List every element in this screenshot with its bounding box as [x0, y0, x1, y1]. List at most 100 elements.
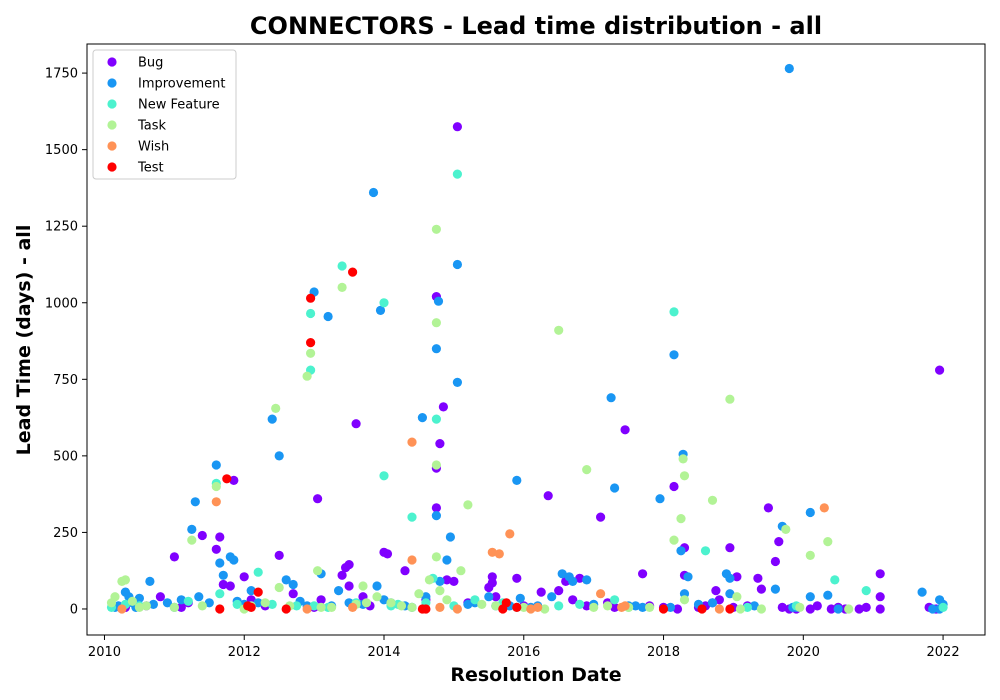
- legend-label: Improvement: [138, 77, 225, 92]
- chart-title: CONNECTORS - Lead time distribution - al…: [250, 12, 822, 40]
- point-new-feature: [267, 599, 277, 610]
- point-improvement: [638, 602, 648, 613]
- point-improvement: [323, 311, 333, 322]
- point-bug: [669, 481, 679, 492]
- point-improvement: [375, 305, 386, 315]
- point-improvement: [281, 575, 291, 585]
- point-improvement: [288, 579, 298, 590]
- point-improvement: [148, 599, 158, 610]
- point-bug: [875, 592, 885, 602]
- point-bug: [431, 503, 441, 513]
- points-layer: [106, 63, 948, 614]
- point-task: [645, 602, 655, 613]
- point-new-feature: [253, 567, 263, 577]
- point-bug: [225, 581, 235, 591]
- point-task: [306, 348, 316, 358]
- point-improvement: [725, 573, 735, 583]
- point-test: [658, 604, 669, 614]
- point-bug: [575, 573, 585, 583]
- point-task: [424, 575, 434, 585]
- point-task: [456, 566, 466, 576]
- legend: Bug Improvement New Feature Task Wish Test: [92, 49, 237, 180]
- point-test: [306, 293, 316, 303]
- point-new-feature: [830, 575, 840, 585]
- point-bug: [382, 549, 393, 559]
- point-bug: [435, 439, 445, 449]
- point-bug: [861, 602, 871, 613]
- point-wish: [596, 589, 606, 599]
- point-wish: [435, 602, 445, 613]
- y-tick-label: 500: [53, 449, 78, 464]
- point-bug: [313, 494, 323, 504]
- point-improvement: [512, 475, 522, 485]
- point-task: [316, 602, 326, 613]
- point-task: [141, 601, 151, 611]
- point-task: [669, 535, 679, 545]
- x-axis-label: Resolution Date: [450, 664, 621, 686]
- point-wish: [211, 497, 221, 507]
- legend-marker-wish: [107, 141, 117, 151]
- x-tick-label: 2018: [647, 645, 680, 660]
- point-task: [844, 604, 854, 614]
- legend-marker-new-feature: [107, 99, 117, 109]
- y-axis-label: Lead Time (days) - all: [13, 225, 35, 456]
- point-task: [414, 589, 424, 599]
- point-task: [396, 601, 407, 611]
- point-bug: [805, 604, 815, 614]
- legend-label: New Feature: [138, 98, 220, 113]
- point-new-feature: [379, 298, 389, 308]
- point-test: [348, 267, 358, 277]
- point-new-feature: [669, 307, 679, 317]
- point-task: [582, 465, 592, 475]
- point-task: [805, 550, 815, 561]
- point-improvement: [442, 555, 452, 565]
- x-tick-label: 2010: [88, 645, 121, 660]
- point-task: [361, 598, 372, 608]
- point-new-feature: [575, 599, 585, 610]
- legend-label: Test: [137, 161, 164, 176]
- point-improvement: [805, 592, 815, 602]
- point-improvement: [725, 589, 735, 599]
- point-task: [260, 598, 270, 608]
- point-bug: [218, 579, 228, 590]
- point-new-feature: [306, 308, 316, 319]
- point-new-feature: [337, 261, 347, 271]
- point-bug: [596, 512, 606, 522]
- point-bug: [711, 586, 721, 596]
- point-wish: [505, 529, 515, 539]
- point-new-feature: [610, 595, 620, 605]
- point-task: [187, 535, 197, 545]
- point-improvement: [676, 546, 686, 556]
- point-new-feature: [470, 595, 480, 605]
- point-new-feature: [309, 601, 319, 611]
- point-bug: [554, 586, 564, 596]
- point-wish: [714, 604, 725, 614]
- point-bug: [197, 530, 207, 541]
- point-task: [313, 566, 323, 576]
- point-task: [435, 586, 445, 596]
- point-bug: [176, 602, 186, 613]
- x-tick-label: 2016: [507, 645, 540, 660]
- legend-label: Task: [137, 119, 167, 134]
- point-bug: [288, 589, 298, 599]
- point-task: [781, 524, 791, 535]
- point-task: [756, 604, 767, 614]
- point-improvement: [431, 510, 441, 521]
- point-new-feature: [232, 599, 242, 610]
- point-test: [215, 604, 225, 614]
- point-task: [110, 592, 120, 602]
- point-new-feature: [938, 602, 948, 613]
- y-tick-label: 750: [53, 373, 78, 388]
- point-improvement: [229, 555, 239, 565]
- point-task: [732, 592, 742, 602]
- y-tick-label: 1250: [45, 220, 78, 235]
- point-wish: [533, 602, 543, 613]
- point-improvement: [215, 558, 225, 568]
- point-bug: [449, 576, 459, 587]
- point-bug: [826, 604, 836, 614]
- y-tick-label: 1750: [45, 67, 78, 82]
- point-task: [337, 282, 347, 292]
- point-improvement: [568, 576, 578, 587]
- point-improvement: [928, 604, 938, 614]
- point-bug: [229, 475, 239, 485]
